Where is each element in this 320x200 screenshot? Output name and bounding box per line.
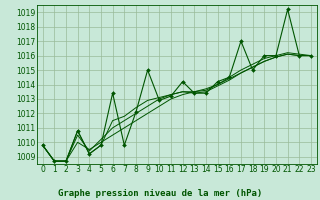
- Text: Graphe pression niveau de la mer (hPa): Graphe pression niveau de la mer (hPa): [58, 189, 262, 198]
